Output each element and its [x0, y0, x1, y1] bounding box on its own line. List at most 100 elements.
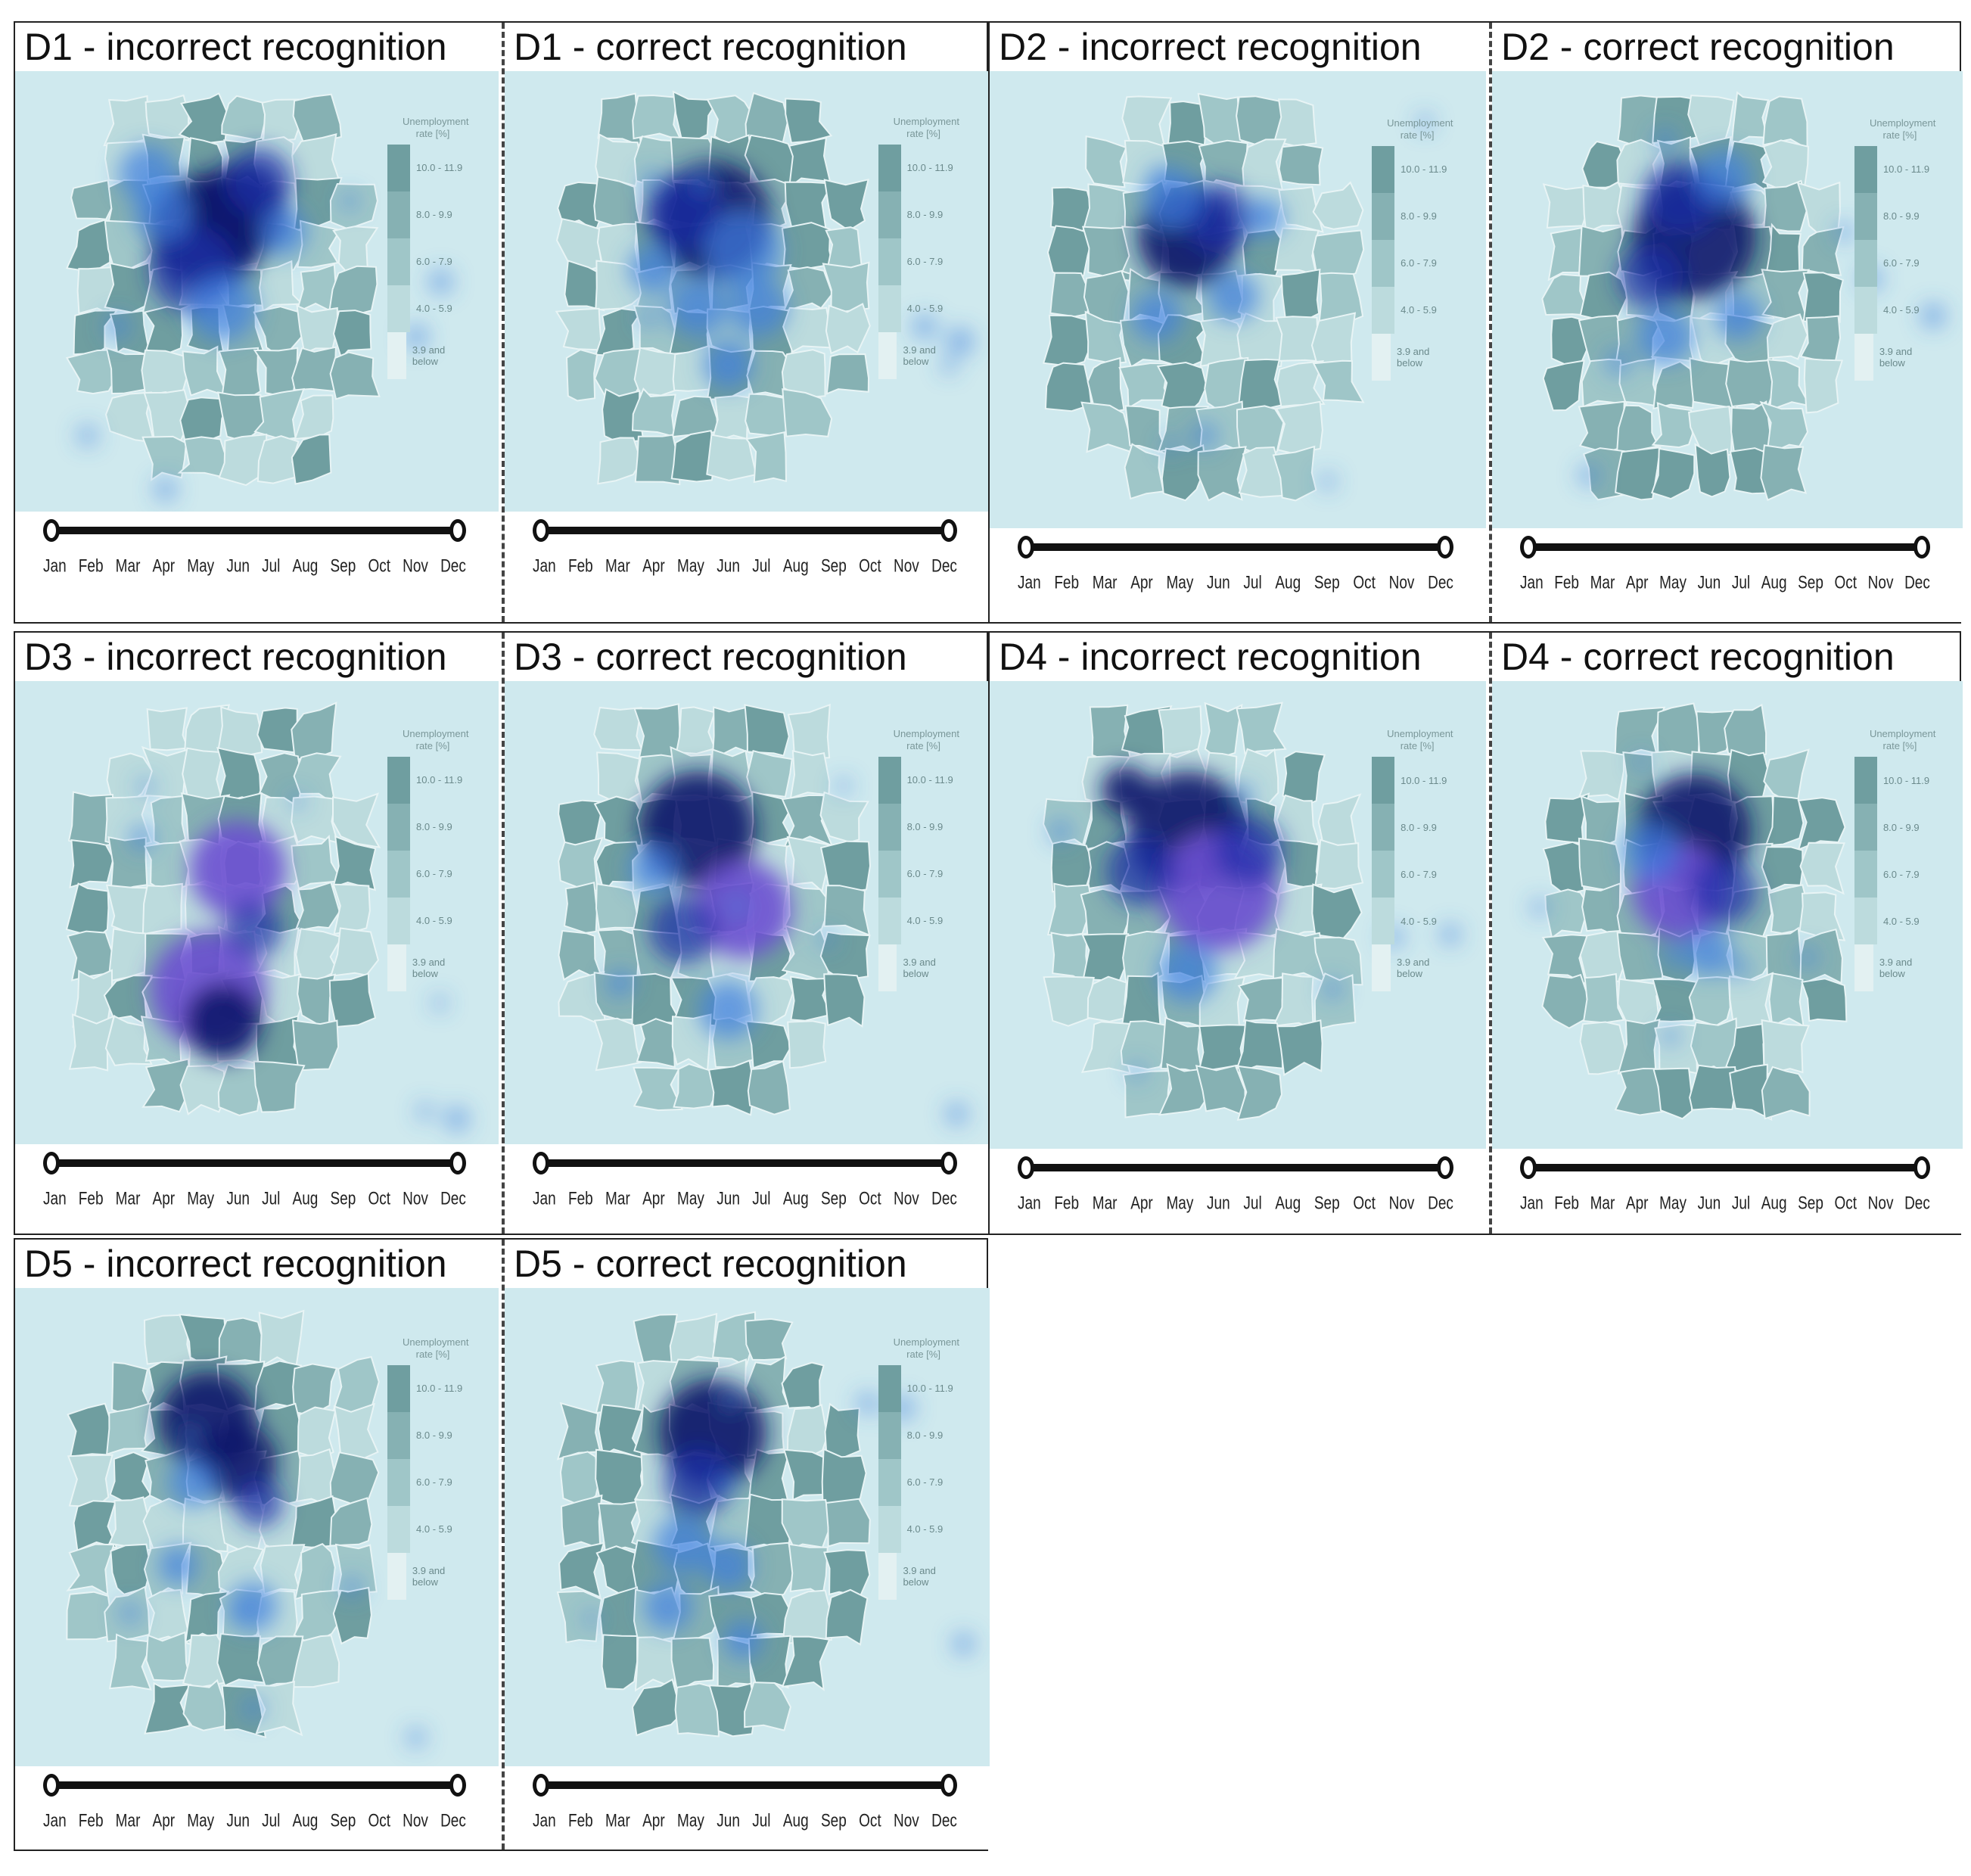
- timeline-month-label: Oct: [1834, 1193, 1858, 1214]
- timeline-month-label: Apr: [1625, 573, 1649, 593]
- timeline-month-label: Aug: [782, 556, 809, 577]
- timeline-end-handle[interactable]: [940, 1774, 957, 1797]
- map-region: [744, 1682, 791, 1731]
- timeline-end-handle[interactable]: [1437, 536, 1453, 558]
- map-region: [1651, 447, 1696, 500]
- timeline-slider[interactable]: Jan Feb Mar Apr May Jun Jul Aug Sep Oct Nov Dec: [990, 528, 1486, 622]
- map-region: [1694, 443, 1731, 498]
- timeline-slider[interactable]: Jan Feb Mar Apr May Jun Jul Aug Sep Oct Nov Dec: [15, 1144, 499, 1234]
- map-region: [745, 431, 788, 484]
- choropleth-map: Unemployment rate [%] 10.0 - 11.9 8.0 - 9.9…: [15, 1288, 499, 1769]
- timeline-month-label: Oct: [859, 556, 881, 577]
- timeline-month-label: Jun: [717, 1811, 740, 1831]
- timeline-end-handle[interactable]: [1913, 1156, 1930, 1179]
- map-region: [781, 1635, 831, 1691]
- legend-item: 8.0 - 9.9: [387, 191, 463, 238]
- timeline-month-label: May: [1659, 1193, 1687, 1214]
- timeline-month-label: Feb: [78, 1189, 104, 1209]
- timeline-end-handle[interactable]: [449, 519, 466, 542]
- heat-spot: [583, 1610, 600, 1627]
- map-region: [145, 1631, 192, 1682]
- legend-item: 10.0 - 11.9: [387, 1364, 463, 1412]
- timeline-slider[interactable]: Jan Feb Mar Apr May Jun Jul Aug Sep Oct Nov Dec: [15, 512, 499, 622]
- legend-swatch: [387, 1552, 406, 1600]
- legend-item: 3.9 and below: [878, 1552, 954, 1600]
- legend-title: Unemployment rate [%]: [1854, 117, 1935, 142]
- legend-label: 10.0 - 11.9: [906, 1383, 953, 1395]
- legend-title-line: rate [%]: [906, 1348, 940, 1360]
- map-region: [143, 841, 191, 892]
- timeline-end-handle[interactable]: [449, 1774, 466, 1797]
- timeline-end-handle[interactable]: [940, 1152, 957, 1174]
- timeline-start-handle[interactable]: [1520, 1156, 1537, 1179]
- timeline-track[interactable]: [49, 1159, 457, 1167]
- attention-heatmap: [1049, 765, 1461, 1081]
- timeline-track[interactable]: [539, 1781, 948, 1789]
- timeline-slider[interactable]: Jan Feb Mar Apr May Jun Jul Aug Sep Oct Nov Dec: [1492, 528, 1963, 622]
- map-svg: [1541, 91, 1946, 502]
- timeline-slider[interactable]: Jan Feb Mar Apr May Jun Jul Aug Sep Oct Nov Dec: [505, 512, 990, 622]
- timeline-end-handle[interactable]: [449, 1152, 466, 1174]
- timeline-slider[interactable]: Jan Feb Mar Apr May Jun Jul Aug Sep Oct Nov Dec: [505, 1144, 990, 1234]
- choropleth-map: Unemployment rate [%] 10.0 - 11.9 8.0 - 9.9…: [505, 71, 990, 515]
- timeline-end-handle[interactable]: [1913, 536, 1930, 558]
- map-region: [1580, 795, 1621, 851]
- map-region: [1237, 358, 1285, 413]
- timeline-track[interactable]: [49, 1781, 457, 1789]
- timeline-track[interactable]: [1526, 543, 1921, 551]
- timeline-month-label: Jul: [752, 556, 771, 577]
- timeline-month-label: May: [187, 1811, 215, 1831]
- legend-swatch: [1854, 851, 1877, 898]
- legend-swatch: [878, 1458, 901, 1506]
- timeline-track[interactable]: [1024, 1164, 1444, 1171]
- timeline-start-handle[interactable]: [533, 519, 549, 542]
- legend-swatch: [878, 944, 897, 991]
- timeline-track[interactable]: [1024, 543, 1444, 551]
- timeline-start-handle[interactable]: [1520, 536, 1537, 558]
- heat-spot: [1920, 303, 1946, 328]
- timeline-start-handle[interactable]: [1018, 536, 1034, 558]
- timeline-track[interactable]: [539, 1159, 948, 1167]
- timeline-start-handle[interactable]: [533, 1152, 549, 1174]
- legend-item: 8.0 - 9.9: [1854, 804, 1930, 851]
- timeline-track[interactable]: [1526, 1164, 1921, 1171]
- timeline-month-label: Mar: [1092, 573, 1118, 593]
- map-region: [1761, 1066, 1811, 1120]
- heat-spot: [340, 191, 359, 210]
- legend-item: 6.0 - 7.9: [878, 1458, 954, 1506]
- timeline-track[interactable]: [49, 527, 457, 534]
- map-region: [1763, 179, 1808, 232]
- timeline-slider[interactable]: Jan Feb Mar Apr May Jun Jul Aug Sep Oct Nov Dec: [505, 1766, 990, 1850]
- legend-label: 3.9 and below: [412, 956, 446, 979]
- map-region: [559, 1451, 601, 1507]
- legend-item: 8.0 - 9.9: [387, 1411, 463, 1459]
- timeline-start-handle[interactable]: [533, 1774, 549, 1797]
- timeline-month-label: Mar: [115, 1189, 141, 1209]
- timeline-start-handle[interactable]: [43, 1774, 60, 1797]
- timeline-month-label: Jul: [1731, 573, 1751, 593]
- map-region: [328, 265, 378, 316]
- heat-spot: [654, 1515, 713, 1574]
- heat-spot: [664, 1448, 732, 1517]
- timeline-start-handle[interactable]: [43, 519, 60, 542]
- map-region: [1121, 95, 1173, 149]
- map-region: [177, 436, 228, 479]
- timeline-slider[interactable]: Jan Feb Mar Apr May Jun Jul Aug Sep Oct Nov Dec: [15, 1766, 499, 1850]
- heat-spot: [259, 207, 307, 256]
- timeline-end-handle[interactable]: [940, 519, 957, 542]
- legend-label: 3.9 and below: [903, 344, 936, 367]
- timeline-month-label: Feb: [567, 1811, 593, 1831]
- timeline-slider[interactable]: Jan Feb Mar Apr May Jun Jul Aug Sep Oct Nov Dec: [1492, 1149, 1963, 1234]
- timeline-month-label: Jun: [1697, 573, 1721, 593]
- timeline-track[interactable]: [539, 527, 948, 534]
- timeline-start-handle[interactable]: [1018, 1156, 1034, 1179]
- map-region: [1764, 795, 1805, 847]
- panel-group-d4: D4 - incorrect recognition Unemployment ra…: [988, 631, 1963, 1235]
- map-region: [749, 1542, 796, 1599]
- timeline-slider[interactable]: Jan Feb Mar Apr May Jun Jul Aug Sep Oct Nov Dec: [990, 1149, 1486, 1234]
- timeline-start-handle[interactable]: [43, 1152, 60, 1174]
- heat-spot: [1245, 198, 1285, 238]
- legend-swatch: [387, 850, 411, 898]
- map-region: [825, 1588, 869, 1646]
- timeline-end-handle[interactable]: [1437, 1156, 1453, 1179]
